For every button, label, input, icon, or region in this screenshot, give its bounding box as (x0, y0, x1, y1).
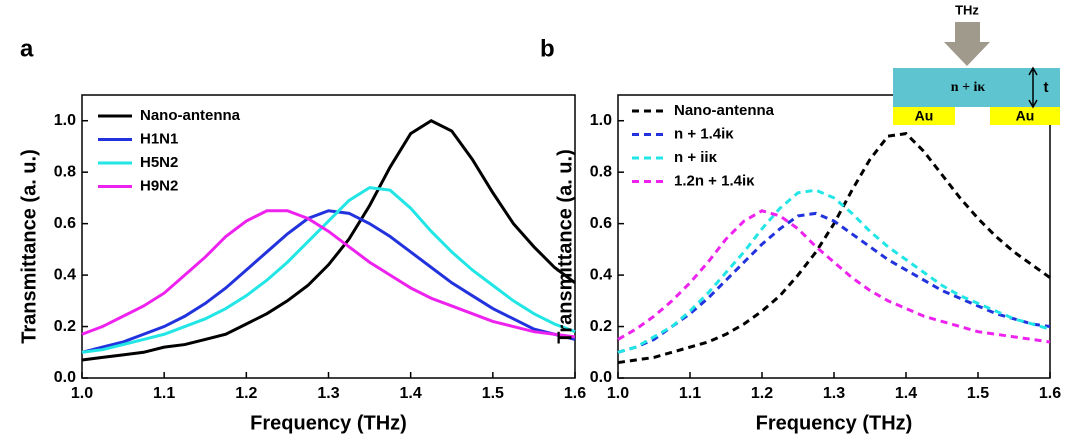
legend-label: Nano-antenna (140, 107, 241, 124)
x-tick-label: 1.3 (823, 385, 845, 402)
arrow-label: THz (955, 2, 979, 17)
x-tick-label: 1.5 (482, 385, 504, 402)
legend-label: H9N2 (140, 177, 178, 194)
film (893, 68, 1060, 107)
y-tick-label: 0.4 (54, 266, 76, 283)
legend-label: n + iiκ (674, 149, 718, 166)
x-tick-label: 1.2 (235, 385, 257, 402)
thz-arrow (944, 22, 990, 66)
y-tick-label: 0.8 (590, 163, 612, 180)
legend-label: n + 1.4iκ (674, 125, 734, 142)
x-tick-label: 1.6 (564, 385, 586, 402)
series-line (617, 188, 1051, 354)
thickness-head (1028, 66, 1038, 109)
panel-label: b (540, 35, 555, 62)
thickness-label: t (1044, 79, 1049, 96)
film-label: n + iκ (951, 80, 986, 95)
y-axis-label: Transmittance (a. u.) (554, 149, 576, 344)
y-tick-label: 1.0 (54, 112, 76, 129)
legend-label: Nano-antenna (674, 102, 775, 119)
panel-label: a (20, 35, 34, 62)
series-line (81, 119, 576, 362)
legend-label: H1N1 (140, 130, 178, 147)
y-tick-label: 0.2 (54, 318, 76, 335)
series-line (617, 211, 1051, 354)
legend-label: H5N2 (140, 154, 178, 171)
x-tick-label: 1.4 (400, 385, 422, 402)
electrode-label: Au (915, 108, 934, 124)
x-tick-label: 1.3 (317, 385, 339, 402)
y-tick-label: 1.0 (590, 112, 612, 129)
x-tick-label: 1.6 (1039, 385, 1061, 402)
y-tick-label: 0.0 (54, 369, 76, 386)
y-tick-label: 0.8 (54, 163, 76, 180)
y-tick-label: 0.2 (590, 318, 612, 335)
x-axis-label: Frequency (THz) (250, 412, 407, 434)
series-line (617, 209, 1051, 344)
electrode (990, 107, 1060, 125)
y-tick-label: 0.4 (590, 266, 612, 283)
series-line (81, 186, 576, 354)
legend-label: 1.2n + 1.4iκ (674, 172, 755, 189)
x-tick-label: 1.1 (153, 385, 175, 402)
series-line (617, 131, 1051, 365)
x-tick-label: 1.1 (679, 385, 701, 402)
x-tick-label: 1.2 (751, 385, 773, 402)
y-tick-label: 0.6 (54, 215, 76, 232)
x-tick-label: 1.0 (71, 385, 93, 402)
x-tick-label: 1.4 (895, 385, 917, 402)
y-tick-label: 0.0 (590, 369, 612, 386)
y-axis-label: Transmittance (a. u.) (18, 149, 40, 344)
series-line (81, 209, 576, 354)
electrode (893, 107, 955, 125)
x-tick-label: 1.5 (967, 385, 989, 402)
x-axis-label: Frequency (THz) (756, 412, 913, 434)
x-tick-label: 1.0 (607, 385, 629, 402)
series-line (81, 209, 576, 339)
electrode-label: Au (1016, 108, 1035, 124)
y-tick-label: 0.6 (590, 215, 612, 232)
